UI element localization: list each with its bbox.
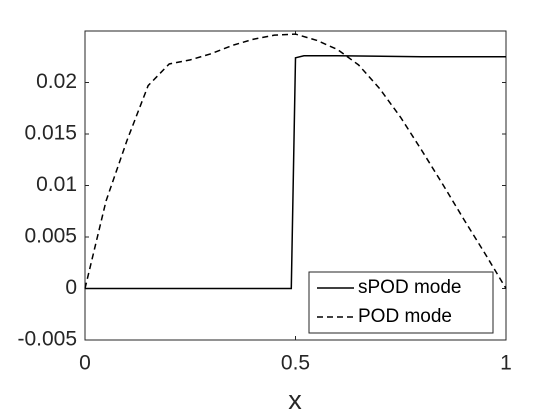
y-tick-label: 0.005 <box>24 225 77 248</box>
line-series <box>85 54 506 290</box>
y-tick-label: 0.01 <box>36 173 77 196</box>
y-tick-label: -0.005 <box>17 328 77 351</box>
x-tick-label: 0.5 <box>281 352 310 375</box>
y-tick-label: 0 <box>65 276 77 299</box>
legend <box>308 271 494 334</box>
x-tick-label: 0 <box>79 352 91 375</box>
legend-label: POD mode <box>358 306 452 327</box>
y-tick-label: 0.015 <box>24 122 77 145</box>
x-tick-label: 1 <box>500 352 512 375</box>
legend-label: sPOD mode <box>358 277 461 298</box>
line-series <box>84 33 507 289</box>
x-axis-label: x <box>288 385 302 415</box>
y-tick-label: 0.02 <box>36 70 77 93</box>
